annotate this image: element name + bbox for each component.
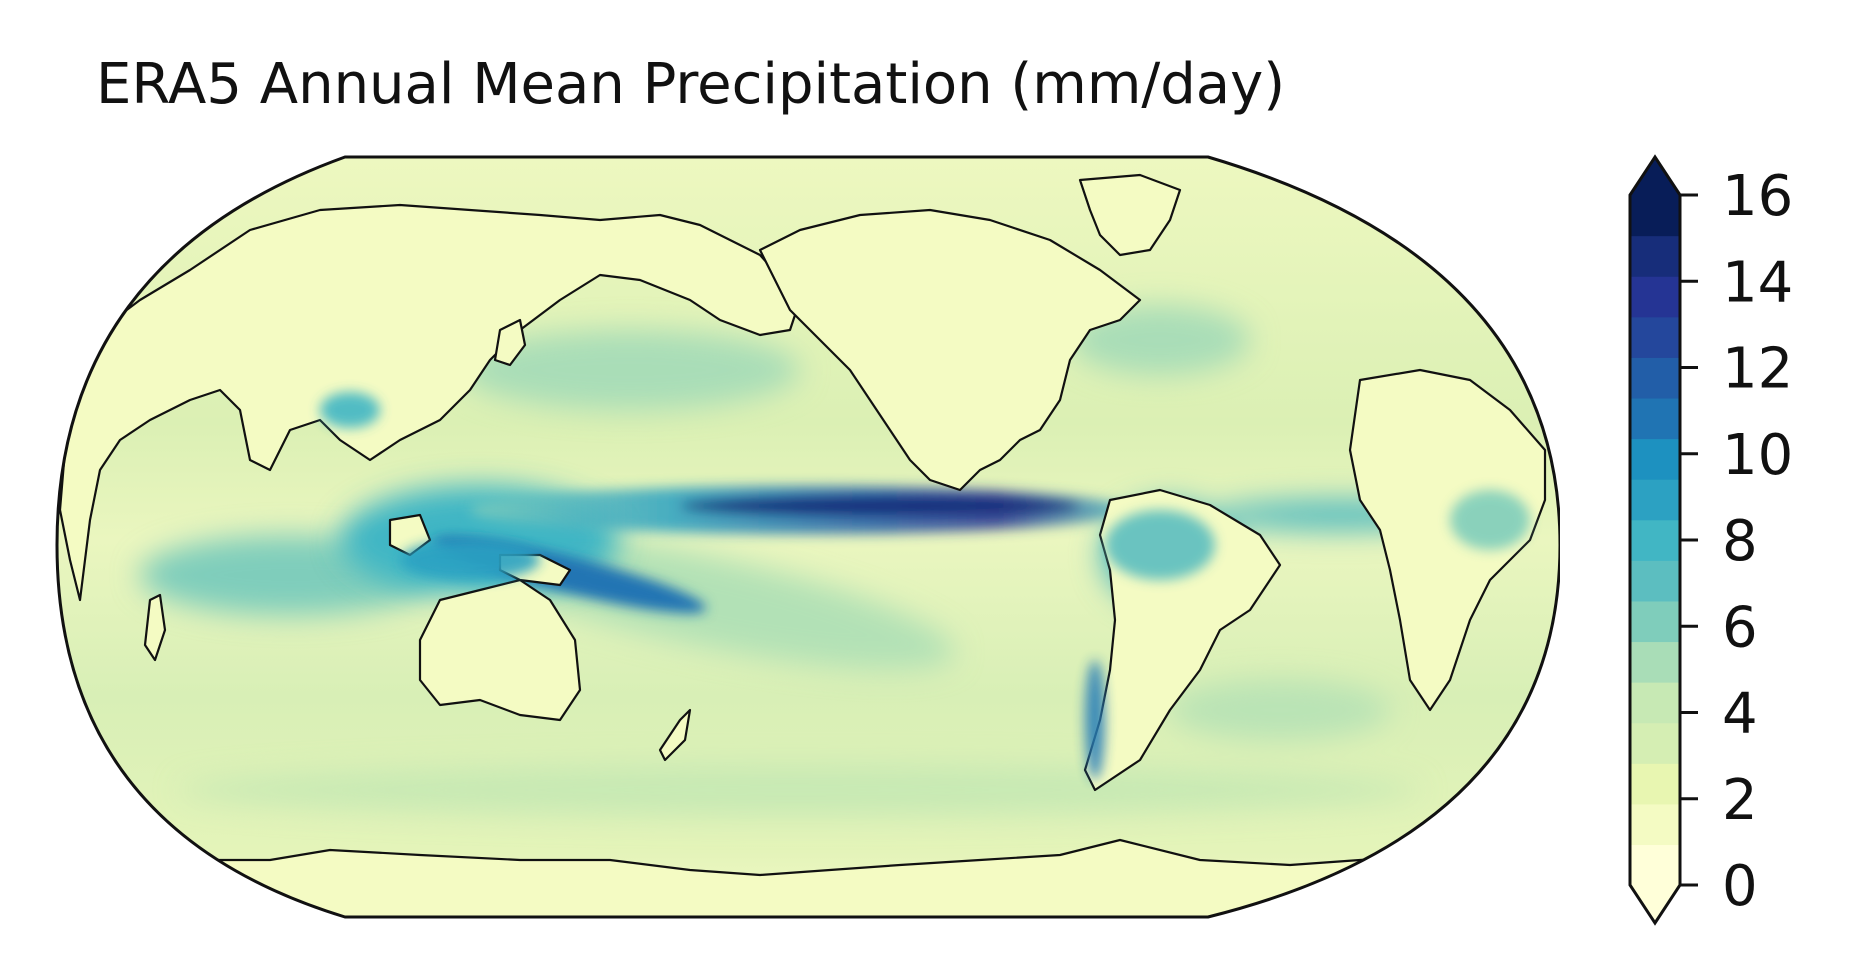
south-atlantic-zone [1170, 680, 1390, 740]
colorbar-level [1630, 803, 1680, 846]
map-title: ERA5 Annual Mean Precipitation (mm/day) [96, 52, 1286, 117]
bay-of-bengal-rain [320, 392, 380, 428]
pacific-itcz-core [680, 497, 1080, 515]
colorbar-level [1630, 600, 1680, 643]
colorbar-tick-label: 8 [1722, 509, 1758, 574]
colorbar-tick-label: 2 [1722, 768, 1758, 833]
africa-landmass [1348, 368, 1547, 712]
colorbar-tick-label: 14 [1722, 250, 1793, 315]
colorbar-level [1630, 641, 1680, 683]
antarctica-landmass [57, 838, 1560, 917]
madagascar-landmass [143, 593, 167, 662]
colorbar-level [1630, 276, 1680, 318]
andes-rain [1085, 660, 1105, 780]
colorbar-level [1630, 844, 1680, 886]
colorbar-tick-label: 10 [1722, 423, 1793, 488]
colorbar-tick-label: 12 [1722, 337, 1793, 402]
colorbar-extend-min [1630, 885, 1680, 923]
colorbar-level [1630, 397, 1680, 440]
colorbar-level [1630, 316, 1680, 358]
colorbar-segments [1630, 157, 1680, 923]
greenland-landmass [1078, 173, 1182, 257]
eurasia-landmass [58, 203, 802, 602]
colorbar-level [1630, 479, 1680, 521]
amazon-basin-rain [1105, 510, 1215, 580]
colorbar-tick-label: 4 [1722, 682, 1758, 747]
japan-islands [493, 318, 527, 367]
north-pacific-storm-track [460, 330, 800, 410]
colorbar-extend-max [1630, 157, 1680, 195]
colorbar-level [1630, 682, 1680, 724]
colorbar-level [1630, 357, 1680, 399]
colorbar-level [1630, 519, 1680, 561]
precipitation-map [55, 155, 1560, 919]
north-america-landmass [758, 208, 1142, 492]
colorbar-level [1630, 438, 1680, 480]
colorbar-level [1630, 195, 1680, 237]
colorbar-tick-label: 6 [1722, 595, 1758, 660]
maritime-continent-rain [400, 540, 540, 580]
colorbar-level [1630, 560, 1680, 602]
globe-outline [55, 155, 1560, 919]
colorbar-level [1630, 763, 1680, 805]
colorbar-tick-label: 0 [1722, 854, 1758, 919]
congo-basin-rain [1450, 490, 1530, 550]
colorbar-ticks: 0 2 4 6 8 10 12 14 16 [1680, 164, 1793, 919]
colorbar-tick-label: 16 [1722, 164, 1793, 229]
colorbar-level [1630, 235, 1680, 277]
new-zealand-landmass [658, 708, 692, 762]
colorbar-level [1630, 722, 1680, 764]
